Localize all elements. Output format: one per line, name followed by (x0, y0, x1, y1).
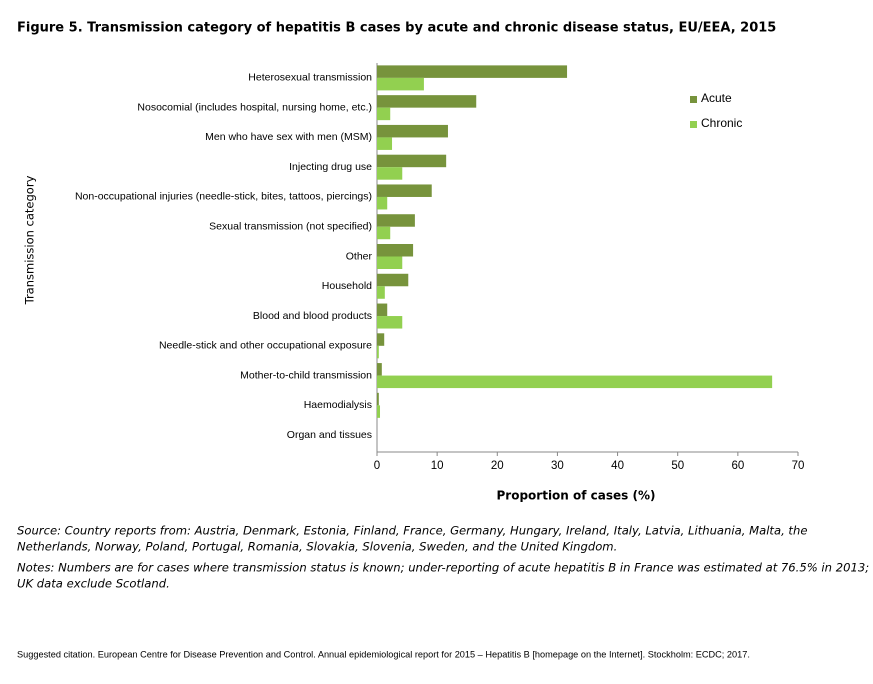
bar (377, 316, 403, 329)
chart-title: Figure 5. Transmission category of hepat… (17, 21, 776, 36)
category-label: Heterosexual transmission (248, 72, 372, 84)
category-label: Injecting drug use (289, 161, 372, 173)
x-tick-label: 30 (551, 460, 564, 472)
citation: Suggested citation. European Centre for … (17, 649, 750, 659)
legend-label: Chronic (701, 116, 742, 130)
legend-swatch (690, 96, 697, 103)
bar (377, 226, 391, 240)
notes-line: Notes: Numbers are for cases where trans… (17, 561, 869, 575)
bar (377, 196, 388, 210)
category-label: Needle-stick and other occupational expo… (159, 340, 372, 352)
x-tick-label: 20 (491, 460, 504, 472)
category-label: Organ and tissues (287, 429, 372, 441)
bar (377, 137, 393, 150)
category-label: Sexual transmission (not specified) (209, 221, 372, 233)
category-label: Mother-to-child transmission (240, 369, 372, 381)
bar (377, 65, 568, 78)
bar (377, 95, 477, 108)
category-label: Blood and blood products (253, 310, 372, 322)
bar (377, 244, 414, 257)
x-tick-label: 0 (374, 460, 380, 472)
notes-line: UK data exclude Scotland. (17, 577, 170, 591)
bar (377, 333, 385, 346)
source-line: Source: Country reports from: Austria, D… (17, 524, 807, 538)
category-label: Haemodialysis (304, 399, 372, 411)
x-tick-label: 10 (431, 460, 444, 472)
bar (377, 303, 388, 317)
category-label: Nosocomial (includes hospital, nursing h… (137, 101, 372, 113)
bar (377, 273, 409, 287)
bar (377, 154, 447, 168)
bar (377, 392, 379, 406)
x-axis-title: Proportion of cases (%) (497, 489, 656, 503)
x-tick-label: 40 (611, 460, 624, 472)
category-label: Men who have sex with men (MSM) (205, 131, 372, 143)
legend-label: Acute (701, 91, 732, 105)
bar (377, 375, 773, 389)
source-line: Netherlands, Norway, Poland, Portugal, R… (17, 540, 617, 554)
bar (377, 286, 385, 299)
y-axis-title: Transmission category (23, 175, 37, 305)
bar (377, 167, 403, 180)
legend-swatch (690, 121, 697, 128)
bar (377, 405, 381, 418)
bar (377, 214, 415, 227)
category-label: Other (346, 250, 373, 262)
category-label: Household (322, 280, 372, 292)
bar (377, 107, 391, 121)
bar (377, 363, 382, 376)
bar (377, 256, 403, 269)
bar (377, 184, 432, 197)
x-tick-label: 70 (792, 460, 805, 472)
x-tick-label: 60 (731, 460, 744, 472)
x-tick-label: 50 (671, 460, 684, 472)
bar (377, 77, 424, 91)
bar (377, 345, 379, 359)
bar (377, 124, 448, 138)
category-label: Non-occupational injuries (needle-stick,… (75, 191, 372, 203)
